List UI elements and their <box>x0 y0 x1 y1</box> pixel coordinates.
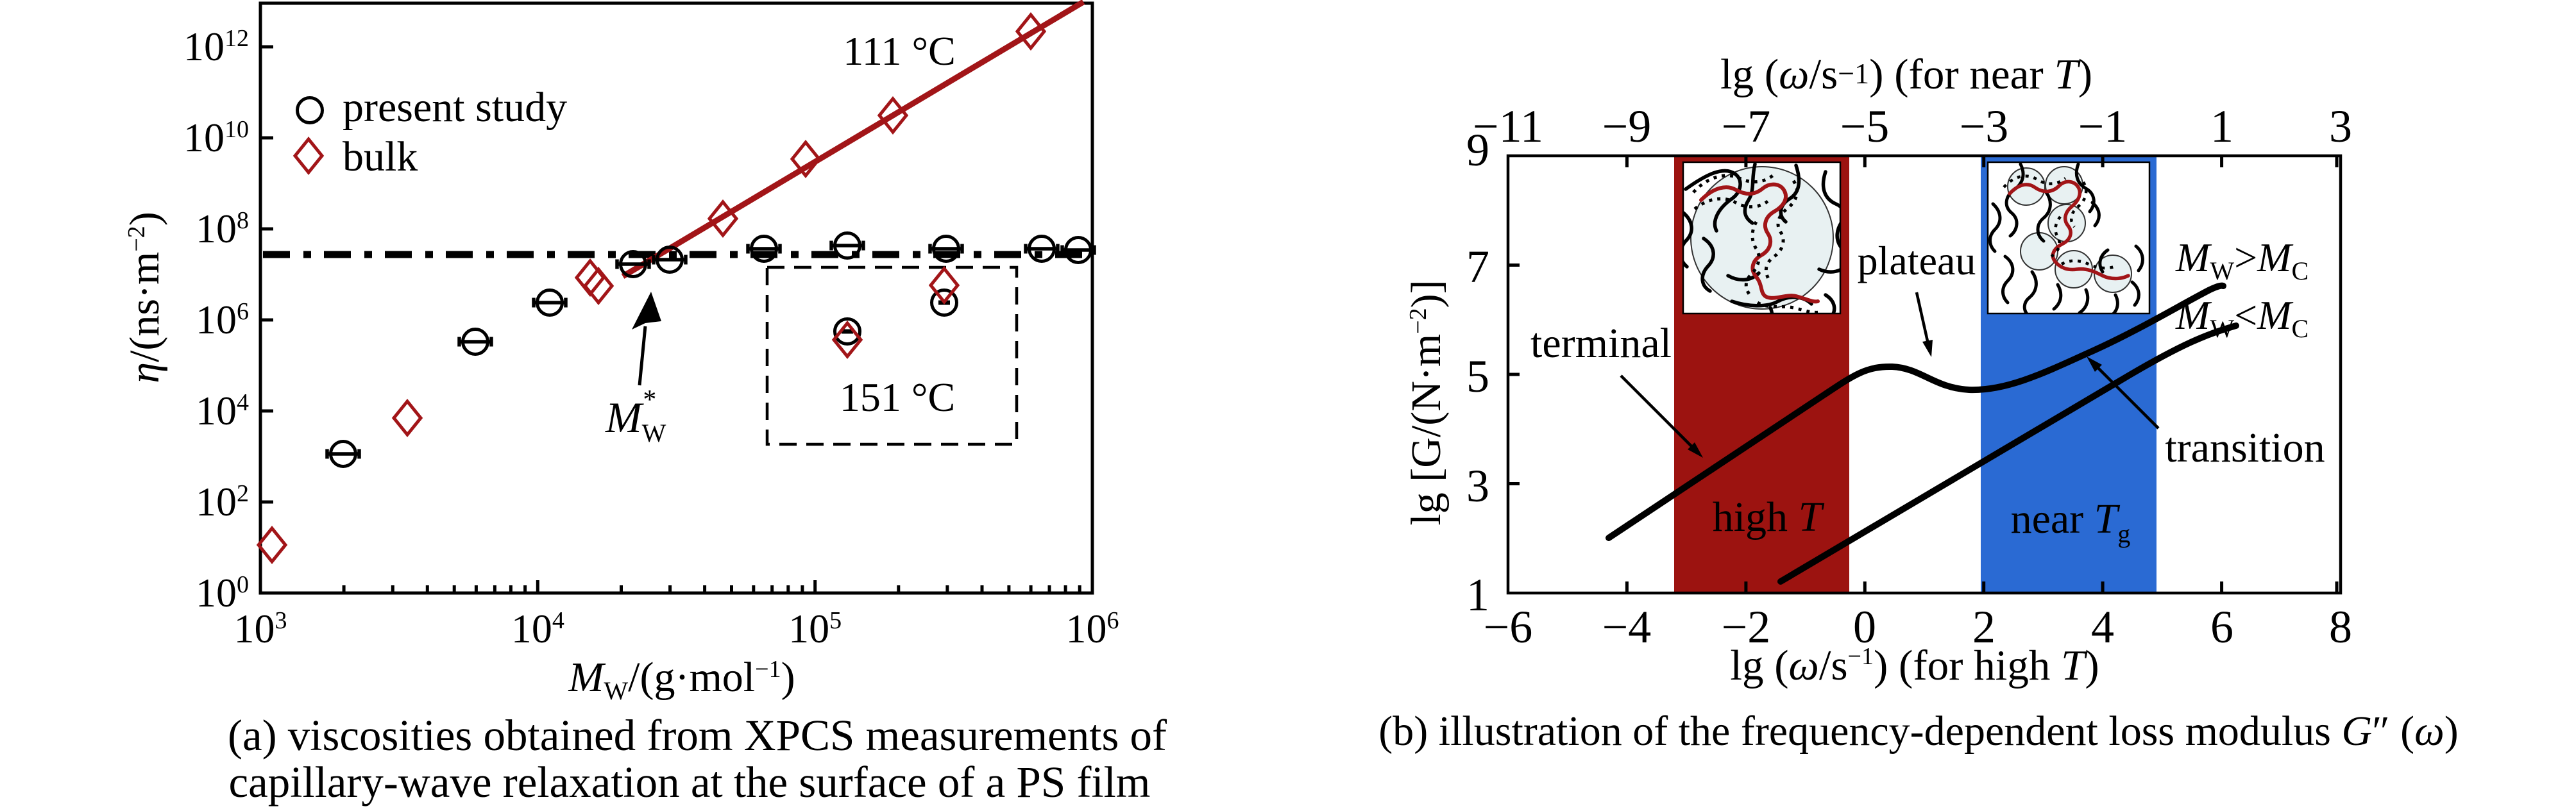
svg-text:−7: −7 <box>1722 101 1771 152</box>
svg-text:4: 4 <box>2091 601 2114 653</box>
svg-text:MW/(g·mol−1): MW/(g·mol−1) <box>568 654 795 705</box>
svg-text:103: 103 <box>234 606 287 651</box>
svg-text:6: 6 <box>2210 601 2233 653</box>
svg-text:high T: high T <box>1713 494 1825 540</box>
svg-text:9: 9 <box>1466 124 1489 176</box>
svg-text:2: 2 <box>1972 601 1996 653</box>
svg-text:near Tg: near Tg <box>2011 496 2131 548</box>
svg-text:−4: −4 <box>1602 601 1652 653</box>
svg-text:present study: present study <box>343 84 567 131</box>
svg-text:MW*: MW* <box>605 385 666 447</box>
svg-text:transition: transition <box>2165 424 2325 471</box>
svg-text:−11: −11 <box>1473 101 1543 152</box>
svg-text:3: 3 <box>1466 460 1489 512</box>
svg-text:−5: −5 <box>1840 101 1890 152</box>
svg-text:−2: −2 <box>1722 601 1771 653</box>
svg-text:lg (ω/s−1) (for near T): lg (ω/s−1) (for near T) <box>1720 51 2092 98</box>
svg-text:1: 1 <box>1466 569 1489 621</box>
svg-text:8: 8 <box>2329 601 2352 653</box>
svg-text:1012: 1012 <box>183 24 249 69</box>
svg-text:106: 106 <box>196 297 249 342</box>
svg-text:MW<MC: MW<MC <box>2175 292 2309 343</box>
svg-text:(a) viscosities obtained from: (a) viscosities obtained from XPCS measu… <box>228 711 1167 760</box>
svg-text:−6: −6 <box>1484 601 1533 653</box>
svg-text:(b) illustration of the freque: (b) illustration of the frequency-depend… <box>1378 708 2458 755</box>
svg-text:1: 1 <box>2210 101 2233 152</box>
svg-text:−9: −9 <box>1602 101 1652 152</box>
svg-text:151 °C: 151 °C <box>840 374 955 420</box>
svg-text:−1: −1 <box>2078 101 2128 152</box>
svg-text:5: 5 <box>1466 351 1489 402</box>
svg-text:3: 3 <box>2329 101 2352 152</box>
svg-text:7: 7 <box>1466 241 1489 292</box>
svg-text:MW>MC: MW>MC <box>2175 235 2309 285</box>
svg-text:plateau: plateau <box>1858 238 1976 283</box>
svg-text:111 °C: 111 °C <box>843 28 956 74</box>
svg-text:100: 100 <box>196 570 249 615</box>
svg-text:capillary-wave relaxation at t: capillary-wave relaxation at the surface… <box>229 758 1151 807</box>
svg-text:bulk: bulk <box>343 133 418 180</box>
svg-text:terminal: terminal <box>1530 320 1672 367</box>
svg-text:−3: −3 <box>1960 101 2009 152</box>
svg-text:lg (ω/s−1) (for high T): lg (ω/s−1) (for high T) <box>1730 642 2099 689</box>
svg-text:0: 0 <box>1853 601 1876 653</box>
